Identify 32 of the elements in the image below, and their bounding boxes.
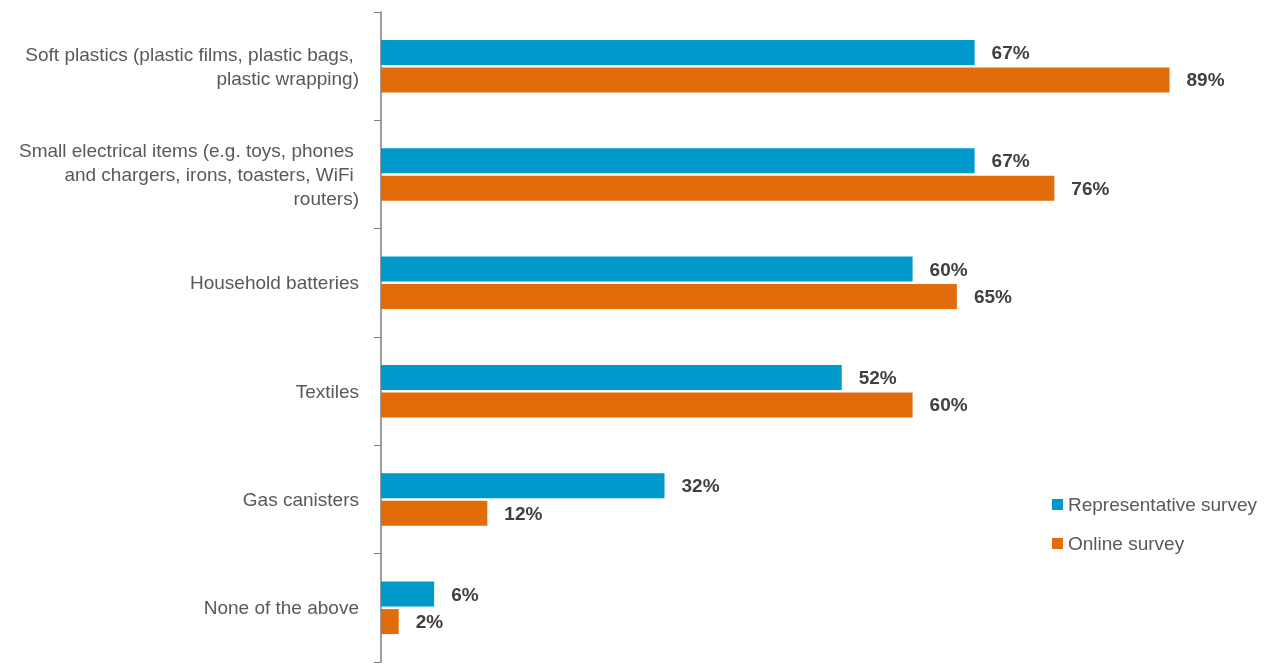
bar	[381, 364, 842, 390]
bar	[381, 148, 975, 174]
bar	[381, 256, 913, 282]
data-label: 52%	[858, 366, 897, 388]
data-label: 32%	[681, 475, 720, 497]
bar	[381, 284, 957, 310]
bar	[381, 581, 435, 607]
legend-label: Online survey	[1067, 533, 1185, 554]
y-tick-label: Soft plastics (plastic films, plastic bags, plastic wrapping)	[25, 43, 359, 89]
bar	[381, 500, 488, 526]
data-label: 12%	[504, 502, 543, 524]
y-tick-label: Small electrical items (e.g. toys, phones and chargers, irons, toasters, WiFi routers)	[18, 140, 359, 209]
bar	[381, 175, 1055, 201]
bar	[381, 67, 1170, 93]
data-label: 76%	[1071, 177, 1110, 199]
data-label: 65%	[973, 286, 1013, 308]
bar	[381, 39, 975, 65]
data-label: 6%	[451, 583, 479, 605]
data-label: 89%	[1186, 69, 1225, 91]
data-label: 60%	[929, 258, 968, 280]
y-tick-label: Textiles	[295, 380, 359, 402]
data-label: 60%	[929, 394, 968, 416]
bar	[381, 609, 399, 635]
data-label: 67%	[991, 41, 1030, 63]
data-label: 67%	[991, 150, 1030, 172]
y-tick-label: Household batteries	[190, 272, 359, 294]
legend-label: Representative survey	[1067, 494, 1258, 515]
bar	[381, 392, 913, 418]
y-tick-label: None of the above	[203, 597, 359, 619]
y-tick-label: Gas canisters	[242, 489, 359, 510]
data-label: 2%	[415, 611, 444, 633]
bar	[381, 473, 665, 499]
